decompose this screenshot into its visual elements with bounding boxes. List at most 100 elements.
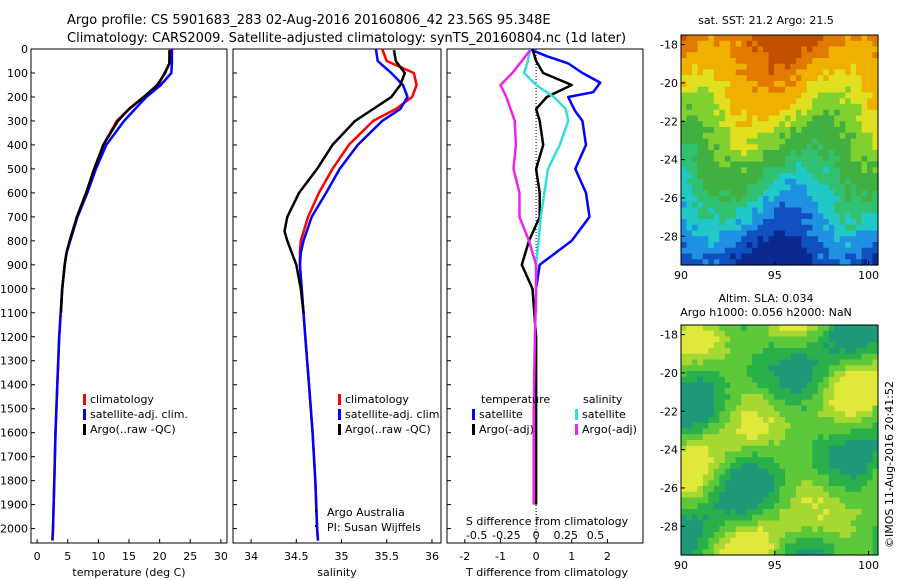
heatmap-cell: [790, 121, 797, 128]
heatmap-cell: [779, 132, 786, 140]
heatmap-cell: [708, 69, 715, 76]
heatmap-cell: [741, 81, 748, 88]
heatmap-cell: [779, 92, 786, 99]
heatmap-cell: [801, 359, 808, 366]
heatmap-cell: [817, 336, 824, 343]
heatmap-cell: [850, 144, 857, 151]
heatmap-cell: [817, 382, 824, 389]
heatmap-cell: [872, 371, 879, 378]
heatmap-cell: [719, 388, 726, 395]
heatmap-cell: [746, 144, 753, 151]
heatmap-cell: [801, 150, 808, 157]
heatmap-cell: [779, 394, 786, 401]
heatmap-cell: [746, 411, 753, 418]
heatmap-cell: [861, 376, 868, 384]
heatmap-cell: [702, 144, 709, 151]
heatmap-cell: [713, 457, 720, 464]
heatmap-cell: [730, 382, 737, 389]
heatmap-cell: [774, 144, 781, 151]
heatmap-cell: [867, 543, 874, 550]
heatmap-cell: [795, 230, 802, 237]
heatmap-cell: [872, 411, 879, 418]
heatmap-cell: [708, 104, 715, 111]
heatmap-cell: [801, 247, 808, 255]
heatmap-cell: [817, 440, 824, 447]
heatmap-cell: [867, 35, 874, 42]
heatmap-cell: [713, 382, 720, 389]
heatmap-cell: [872, 480, 879, 487]
heatmap-cell: [768, 330, 775, 338]
heatmap-cell: [850, 236, 857, 243]
heatmap-cell: [702, 86, 709, 94]
heatmap-cell: [806, 115, 813, 122]
heatmap-cell: [735, 213, 742, 220]
heatmap-cell: [861, 63, 868, 71]
heatmap-cell: [730, 365, 737, 372]
heatmap-cell: [845, 46, 852, 53]
heatmap-cell: [834, 411, 841, 418]
heatmap-cell: [779, 457, 786, 464]
heatmap-cell: [713, 520, 720, 527]
heatmap-cell: [784, 69, 792, 76]
heatmap-cell: [724, 201, 731, 209]
heatmap-cell: [801, 325, 808, 332]
heatmap-cell: [779, 242, 786, 249]
heatmap-cell: [686, 388, 693, 395]
heatmap-cell: [779, 35, 786, 42]
heatmap-cell: [867, 440, 874, 447]
heatmap-cell: [691, 69, 699, 76]
x-tick-label: 0: [34, 550, 41, 563]
heatmap-cell: [708, 457, 715, 464]
heatmap-cell: [806, 184, 813, 191]
heatmap-cell: [834, 405, 841, 412]
heatmap-cell: [752, 474, 759, 481]
heatmap-cell: [834, 207, 841, 214]
heatmap-cell: [774, 121, 781, 128]
heatmap-cell: [856, 422, 863, 430]
y-tick-label: 200: [7, 91, 28, 104]
heatmap-cell: [779, 150, 786, 157]
heatmap-cell: [697, 543, 704, 550]
heatmap-cell: [828, 161, 835, 168]
heatmap-cell: [702, 259, 709, 266]
heatmap-cell: [839, 543, 846, 550]
heatmap-cell: [757, 330, 764, 338]
heatmap-cell: [713, 549, 720, 556]
heatmap-cell: [839, 497, 846, 504]
heatmap-cell: [774, 480, 781, 487]
heatmap-cell: [730, 86, 737, 94]
heatmap-cell: [708, 236, 715, 243]
heatmap-cell: [774, 359, 781, 366]
heatmap-cell: [702, 342, 709, 349]
heatmap-cell: [691, 259, 699, 266]
heatmap-cell: [686, 247, 693, 255]
heatmap-cell: [741, 115, 748, 122]
heatmap-cell: [839, 167, 846, 174]
heatmap-cell: [823, 144, 830, 151]
heatmap-cell: [708, 543, 715, 550]
heatmap-cell: [779, 549, 786, 556]
heatmap-cell: [713, 394, 720, 401]
heatmap-cell: [691, 428, 699, 435]
heatmap-cell: [686, 58, 693, 65]
heatmap-cell: [867, 468, 874, 476]
heatmap-cell: [790, 348, 797, 355]
heatmap-cell: [708, 497, 715, 504]
heatmap-cell: [856, 451, 863, 458]
heatmap-cell: [713, 109, 720, 117]
heatmap-cell: [779, 167, 786, 174]
heatmap-cell: [784, 382, 792, 389]
heatmap-cell: [702, 63, 709, 71]
heatmap-cell: [784, 365, 792, 372]
heatmap-cell: [713, 190, 720, 197]
heatmap-cell: [713, 422, 720, 430]
heatmap-cell: [872, 46, 879, 53]
heatmap-cell: [834, 491, 841, 499]
heatmap-cell: [735, 330, 742, 338]
heatmap-cell: [856, 40, 863, 48]
heatmap-cell: [697, 259, 704, 266]
heatmap-cell: [719, 201, 726, 209]
heatmap-cell: [812, 503, 819, 510]
heatmap-cell: [784, 167, 792, 174]
heatmap-cell: [735, 121, 742, 128]
